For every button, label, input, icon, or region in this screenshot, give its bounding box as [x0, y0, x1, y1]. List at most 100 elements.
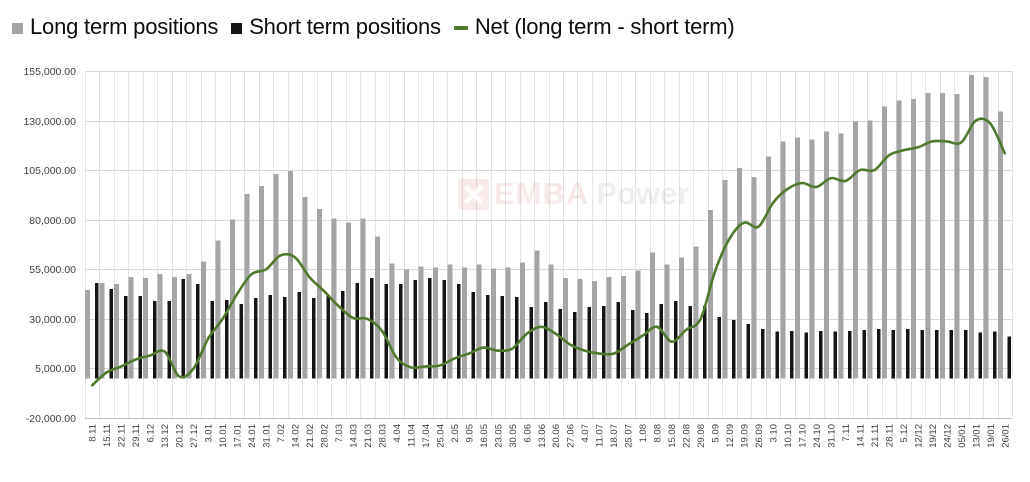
bar-long-term — [983, 76, 989, 379]
bar-long-term — [128, 277, 134, 379]
x-axis-tick-label: 21.11 — [870, 424, 881, 447]
x-axis-tick-label: 14.03 — [349, 424, 360, 448]
y-axis-tick-label: -20,000.00 — [26, 413, 76, 425]
bar-short-term — [790, 330, 794, 379]
bar-short-term — [239, 304, 244, 379]
bar-long-term — [679, 257, 685, 379]
bar-long-term — [809, 139, 815, 379]
bar-long-term — [910, 98, 916, 379]
bar-long-term — [447, 264, 453, 379]
x-axis-tick-label: 31.01 — [262, 424, 273, 448]
bar-long-term — [592, 281, 598, 379]
bar-long-term — [722, 180, 728, 379]
bar-long-term — [766, 156, 771, 379]
x-axis-tick-label: 24/12 — [942, 424, 953, 448]
net-line — [90, 117, 1007, 387]
bar-short-term — [1007, 336, 1011, 379]
x-axis-tick-label: 9.05 — [464, 424, 475, 443]
bar-short-term — [500, 296, 504, 379]
x-axis-tick-label: 19.09 — [740, 424, 751, 448]
bar-short-term — [558, 308, 562, 379]
bar-short-term — [442, 280, 446, 379]
x-axis-tick-label: 30.05 — [508, 424, 519, 448]
x-axis-tick-label: 25.04 — [435, 424, 446, 448]
bar-short-term — [312, 298, 316, 379]
x-axis-tick-label: 7.02 — [276, 424, 287, 443]
x-axis-tick-label: 19/12 — [928, 424, 939, 448]
bar-short-term — [877, 328, 881, 379]
long-term-swatch-icon — [12, 22, 23, 34]
bar-long-term — [548, 264, 554, 379]
bar-short-term — [833, 331, 837, 379]
bar-short-term — [659, 304, 664, 379]
bar-short-term — [920, 329, 924, 379]
bar-short-term — [978, 332, 982, 379]
x-axis-tick-label: 22.11 — [117, 424, 128, 447]
bar-short-term — [123, 296, 128, 379]
y-axis-tick-label: 130,000.00 — [23, 116, 76, 128]
bar-long-term — [374, 236, 380, 379]
bar-long-term — [114, 284, 120, 379]
bar-long-term — [534, 250, 540, 379]
x-axis-tick-label: 17.10 — [798, 424, 809, 448]
bar-long-term — [751, 177, 757, 379]
x-axis-tick-label: 13.06 — [537, 424, 548, 448]
bar-long-term — [635, 270, 641, 379]
y-axis-tick-label: 155,000.00 — [23, 66, 76, 78]
bar-long-term — [157, 274, 163, 379]
bar-long-term — [505, 267, 511, 379]
x-axis-tick-label: 1.08 — [638, 424, 649, 443]
x-axis-tick-label: 5.09 — [711, 424, 722, 443]
x-axis-tick-label: 29.11 — [131, 424, 142, 447]
x-axis-tick-label: 12.09 — [725, 424, 736, 448]
x-axis-tick-label: 11.07 — [595, 424, 606, 447]
x-axis-tick-label: 25.07 — [624, 424, 635, 448]
bar-short-term — [109, 289, 113, 379]
x-axis-tick-label: 13/01 — [971, 424, 982, 448]
bar-short-term — [630, 309, 635, 379]
bar-long-term — [795, 137, 800, 379]
x-axis-tick-label: 20.12 — [175, 424, 186, 448]
bar-short-term — [138, 296, 142, 379]
bar-long-term — [563, 278, 569, 379]
x-axis-tick-label: 17.04 — [421, 424, 432, 448]
bar-long-term — [346, 222, 351, 379]
x-axis-tick-label: 8.11 — [88, 424, 99, 442]
bar-short-term — [210, 301, 215, 379]
bar-short-term — [167, 301, 171, 379]
bar-short-term — [254, 298, 258, 379]
bar-short-term — [529, 307, 533, 379]
bar-long-term — [490, 268, 496, 379]
bar-short-term — [949, 329, 953, 379]
x-axis-tick-label: 7.11 — [841, 424, 852, 442]
x-axis-tick-label: 31.10 — [826, 424, 837, 448]
bar-long-term — [476, 264, 482, 379]
short-term-swatch-icon — [231, 22, 243, 34]
bar-long-term — [230, 219, 236, 379]
bar-short-term — [384, 284, 388, 379]
bar-short-term — [485, 295, 490, 379]
bar-short-term — [775, 331, 780, 379]
bar-long-term — [823, 131, 829, 379]
bar-short-term — [645, 312, 649, 379]
bar-short-term — [601, 306, 606, 379]
legend-item-long-term: Long term positions — [12, 14, 218, 40]
bar-short-term — [225, 300, 229, 379]
bar-long-term — [939, 92, 945, 379]
bar-short-term — [152, 301, 157, 379]
bar-long-term — [461, 267, 467, 379]
x-axis-tick-label: 27.06 — [566, 424, 577, 448]
x-axis-tick-label: 21.03 — [363, 424, 374, 448]
x-axis-tick-label: 14.11 — [855, 424, 866, 447]
x-axis-tick-label: 27.12 — [189, 424, 200, 448]
bar-long-term — [606, 277, 612, 379]
bar-long-term — [519, 262, 525, 379]
bar-short-term — [587, 307, 591, 379]
bar-short-term — [268, 295, 273, 379]
x-axis-tick-label: 5.12 — [899, 424, 910, 443]
bar-long-term — [317, 208, 322, 379]
x-axis-tick-label: 3.10 — [769, 424, 780, 443]
x-axis-tick-label: 6.06 — [522, 424, 533, 443]
